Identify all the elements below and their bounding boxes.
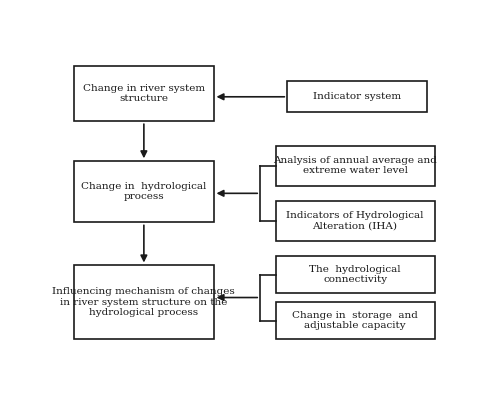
FancyBboxPatch shape [276,256,434,293]
Text: Indicators of Hydrological
Alteration (IHA): Indicators of Hydrological Alteration (I… [286,211,424,230]
Text: Change in  hydrological
process: Change in hydrological process [81,182,206,201]
Text: Analysis of annual average and
extreme water level: Analysis of annual average and extreme w… [273,156,437,176]
Text: Indicator system: Indicator system [313,92,401,101]
FancyBboxPatch shape [276,302,434,339]
FancyBboxPatch shape [287,82,427,112]
Text: Influencing mechanism of changes
in river system structure on the
hydrological p: Influencing mechanism of changes in rive… [52,287,236,317]
FancyBboxPatch shape [74,66,214,121]
Text: The  hydrological
connectivity: The hydrological connectivity [309,265,401,284]
Text: Change in  storage  and
adjustable capacity: Change in storage and adjustable capacit… [292,311,418,330]
FancyBboxPatch shape [74,265,214,339]
FancyBboxPatch shape [276,201,434,241]
FancyBboxPatch shape [276,146,434,185]
Text: Change in river system
structure: Change in river system structure [83,84,205,103]
FancyBboxPatch shape [74,161,214,222]
